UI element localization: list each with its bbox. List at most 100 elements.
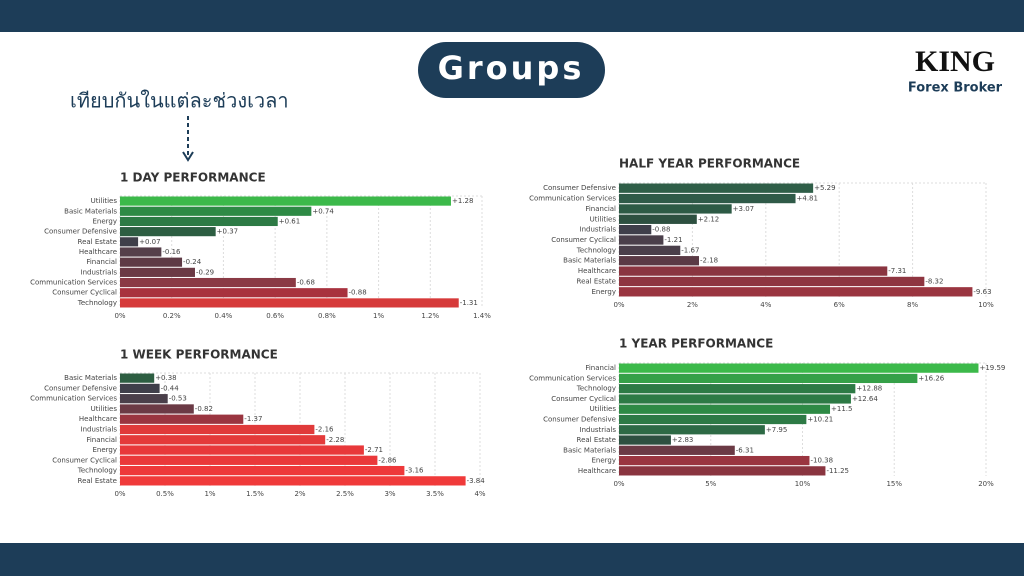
bar bbox=[619, 287, 973, 297]
value-label: -1.37 bbox=[244, 415, 262, 423]
category-label: Consumer Cyclical bbox=[52, 456, 117, 464]
category-label: Financial bbox=[585, 205, 616, 213]
value-label: +0.74 bbox=[312, 207, 334, 215]
value-label: -9.63 bbox=[973, 288, 991, 296]
x-tick-label: 5% bbox=[705, 480, 716, 488]
value-label: +2.12 bbox=[698, 215, 719, 223]
x-tick-label: 0% bbox=[114, 312, 125, 320]
bar bbox=[120, 257, 183, 267]
value-label: -10.38 bbox=[810, 457, 833, 465]
bar bbox=[120, 373, 155, 383]
chart-title: HALF YEAR PERFORMANCE bbox=[619, 157, 800, 171]
bar bbox=[619, 276, 925, 287]
value-label: -2.86 bbox=[378, 456, 397, 464]
bar bbox=[120, 394, 168, 404]
value-label: -8.32 bbox=[925, 277, 943, 285]
bottom-band bbox=[0, 543, 1024, 576]
value-label: -0.68 bbox=[297, 279, 315, 287]
category-label: Utilities bbox=[91, 405, 118, 413]
bar bbox=[619, 193, 796, 204]
x-tick-label: 20% bbox=[978, 480, 994, 488]
bar bbox=[619, 435, 671, 445]
bar bbox=[619, 224, 652, 235]
bar bbox=[120, 267, 195, 277]
value-label: -0.44 bbox=[161, 384, 180, 392]
bar bbox=[120, 455, 378, 465]
x-tick-label: 0% bbox=[613, 301, 624, 309]
bar bbox=[120, 476, 466, 486]
bar bbox=[120, 298, 459, 308]
x-tick-label: 1.4% bbox=[473, 312, 491, 320]
arrow-head bbox=[182, 151, 194, 162]
value-label: -7.31 bbox=[888, 267, 906, 275]
category-label: Consumer Cyclical bbox=[52, 289, 117, 297]
bar bbox=[120, 206, 312, 216]
title-pill bbox=[418, 42, 605, 98]
category-label: Industrials bbox=[81, 426, 118, 434]
category-label: Communication Services bbox=[529, 374, 616, 382]
x-tick-label: 0.4% bbox=[215, 312, 233, 320]
value-label: +12.88 bbox=[856, 385, 882, 393]
x-tick-label: 6% bbox=[834, 301, 845, 309]
category-label: Industrials bbox=[580, 226, 617, 234]
value-label: -11.25 bbox=[826, 467, 849, 475]
category-label: Industrials bbox=[580, 426, 617, 434]
value-label: -1.31 bbox=[460, 299, 478, 307]
x-tick-label: 0% bbox=[114, 490, 125, 498]
bar bbox=[619, 256, 700, 266]
x-tick-label: 0.8% bbox=[318, 312, 336, 320]
bar bbox=[120, 435, 326, 445]
x-tick-label: 2% bbox=[294, 490, 305, 498]
category-label: Consumer Cyclical bbox=[551, 395, 616, 403]
category-label: Financial bbox=[86, 258, 117, 266]
value-label: +7.95 bbox=[766, 426, 787, 434]
value-label: -0.29 bbox=[196, 268, 214, 276]
slide-title: Groups bbox=[438, 49, 585, 87]
bar bbox=[619, 455, 810, 466]
x-tick-label: 15% bbox=[886, 480, 902, 488]
category-label: Healthcare bbox=[79, 415, 117, 423]
x-tick-label: 0% bbox=[613, 480, 624, 488]
value-label: +4.81 bbox=[797, 195, 818, 203]
category-label: Real Estate bbox=[78, 477, 117, 485]
bar bbox=[619, 235, 664, 245]
bar bbox=[619, 245, 681, 256]
category-label: Consumer Defensive bbox=[44, 228, 117, 236]
category-label: Real Estate bbox=[577, 436, 616, 444]
bar bbox=[120, 277, 296, 288]
value-label: -0.88 bbox=[652, 226, 670, 234]
x-tick-label: 3.5% bbox=[426, 490, 444, 498]
category-label: Healthcare bbox=[578, 467, 616, 475]
bar bbox=[619, 425, 765, 435]
x-tick-label: 1% bbox=[373, 312, 384, 320]
bar bbox=[120, 216, 278, 227]
bar bbox=[619, 445, 735, 455]
category-label: Basic Materials bbox=[563, 257, 616, 265]
category-label: Financial bbox=[86, 436, 117, 444]
category-label: Industrials bbox=[81, 268, 118, 276]
value-label: +3.07 bbox=[733, 205, 754, 213]
value-label: +12.64 bbox=[852, 395, 878, 403]
bar bbox=[120, 237, 139, 247]
chart-title: 1 WEEK PERFORMANCE bbox=[120, 348, 278, 362]
value-label: -3.16 bbox=[405, 467, 424, 475]
value-label: -2.18 bbox=[700, 257, 718, 265]
x-tick-label: 2.5% bbox=[336, 490, 354, 498]
category-label: Consumer Defensive bbox=[543, 416, 616, 424]
value-label: +0.37 bbox=[217, 228, 238, 236]
category-label: Consumer Defensive bbox=[44, 384, 117, 392]
category-label: Basic Materials bbox=[563, 446, 616, 454]
bar bbox=[619, 266, 888, 276]
x-tick-label: 1.2% bbox=[421, 312, 439, 320]
bar bbox=[120, 227, 216, 237]
value-label: +19.59 bbox=[979, 364, 1005, 372]
bar bbox=[120, 404, 194, 414]
category-label: Technology bbox=[77, 467, 117, 475]
x-tick-label: 1% bbox=[204, 490, 215, 498]
bar bbox=[619, 384, 856, 394]
category-label: Basic Materials bbox=[64, 374, 117, 382]
value-label: +2.83 bbox=[672, 436, 693, 444]
bar bbox=[619, 363, 979, 373]
value-label: +16.26 bbox=[918, 374, 944, 382]
